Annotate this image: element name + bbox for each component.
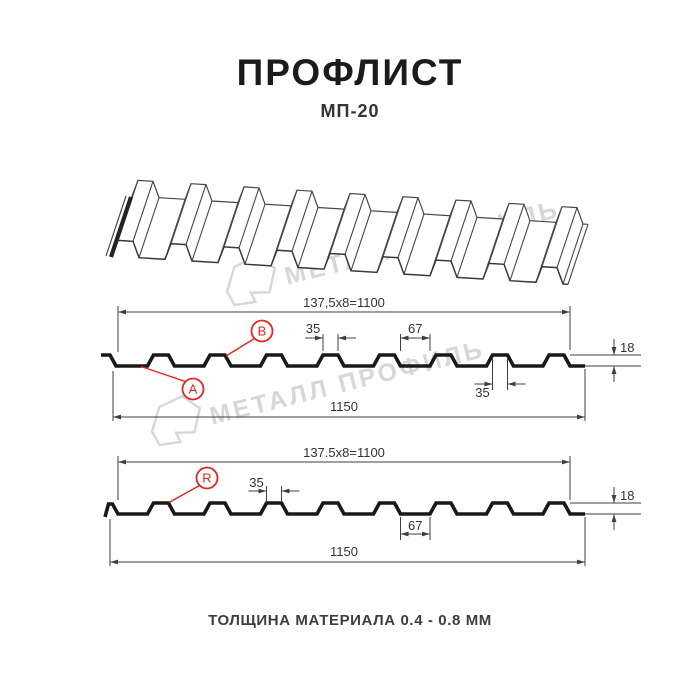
rib-edge (191, 200, 213, 262)
dim-arrow (562, 309, 570, 315)
profile-outline (103, 501, 585, 518)
rib-edge (450, 200, 472, 262)
dim-label: 18 (620, 488, 634, 503)
sheet-3d-view (105, 179, 589, 286)
sheet-cut-edge-inner (105, 195, 127, 257)
callout-circle (181, 377, 205, 401)
dim-arrow (611, 347, 617, 355)
rib-edge (456, 217, 478, 278)
dim-label: 18 (620, 340, 634, 355)
sheet-cut-edge (109, 196, 133, 258)
page-title: ПРОФЛИСТ (236, 52, 464, 93)
callout-letter: A (189, 382, 198, 397)
rib-edge (556, 207, 578, 268)
dim-arrow (577, 559, 585, 565)
dim-label: 137,5x8=1100 (303, 295, 385, 310)
dim-arrow (422, 335, 430, 341)
dim-arrow (611, 514, 617, 522)
callout-leader (225, 337, 255, 357)
dim-arrow (315, 335, 323, 341)
profile-side-r: 137.5x8=1100 35 67 18 1150 R (103, 445, 641, 566)
profile-side-ab: 137,5x8=1100 1150 35 67 35 18 A B (101, 295, 641, 421)
rib-edge (344, 194, 366, 255)
rib-edge (562, 223, 584, 285)
dim-arrow (281, 488, 290, 494)
brand-logo-icon (150, 394, 202, 447)
rib-edge (350, 210, 372, 271)
callout-leader (140, 365, 186, 383)
rib-edge (238, 187, 260, 249)
sheet-front-profile (111, 239, 569, 286)
rib-edge (297, 207, 319, 268)
profile-outline (101, 353, 585, 368)
dim-arrow (562, 459, 570, 465)
dim-arrow (113, 414, 121, 420)
dim-arrow (484, 381, 493, 387)
rib-edge (403, 213, 425, 275)
dim-label: 67 (408, 321, 422, 336)
callout-letter: R (202, 471, 211, 486)
rib-edge (397, 197, 419, 258)
callout-circle (250, 319, 274, 343)
rib-edge (132, 181, 154, 242)
rib-edge (567, 224, 589, 285)
dim-arrow (611, 495, 617, 503)
dim-arrow (118, 309, 126, 315)
dim-label: 35 (306, 321, 320, 336)
rib-edge (138, 197, 160, 258)
dim-arrow (507, 381, 516, 387)
callout-letter: B (258, 324, 267, 339)
dim-arrow (611, 366, 617, 374)
dim-arrow (110, 559, 118, 565)
dim-label: 35 (249, 475, 263, 490)
rib-edge (244, 204, 266, 265)
dim-arrow (577, 414, 585, 420)
dim-label: 1150 (330, 399, 358, 414)
profile-model: МП-20 (320, 101, 380, 121)
rib-edge (509, 220, 531, 281)
sheet-back-profile (131, 179, 589, 225)
rib-edge (185, 184, 207, 245)
dim-arrow (338, 335, 346, 341)
dim-arrow (258, 488, 267, 494)
brand-logo-icon (225, 254, 277, 307)
dim-arrow (422, 531, 430, 537)
dim-label: 67 (408, 518, 422, 533)
rib-edge (291, 190, 313, 252)
dim-arrow (118, 459, 126, 465)
dim-label: 1150 (330, 544, 358, 559)
dim-label: 137.5x8=1100 (303, 445, 385, 460)
callout-leader (168, 484, 200, 504)
dim-arrow (400, 531, 409, 537)
dim-label: 35 (475, 385, 489, 400)
dim-arrow (400, 335, 409, 341)
brand-watermark-text: МЕТАЛЛ ПРОФИЛЬ (207, 335, 488, 430)
material-thickness-note: ТОЛЩИНА МАТЕРИАЛА 0.4 - 0.8 ММ (208, 612, 492, 629)
rib-edge (503, 204, 525, 265)
header: ПРОФЛИСТ МП-20 (0, 52, 700, 122)
callout-circle (195, 466, 219, 490)
